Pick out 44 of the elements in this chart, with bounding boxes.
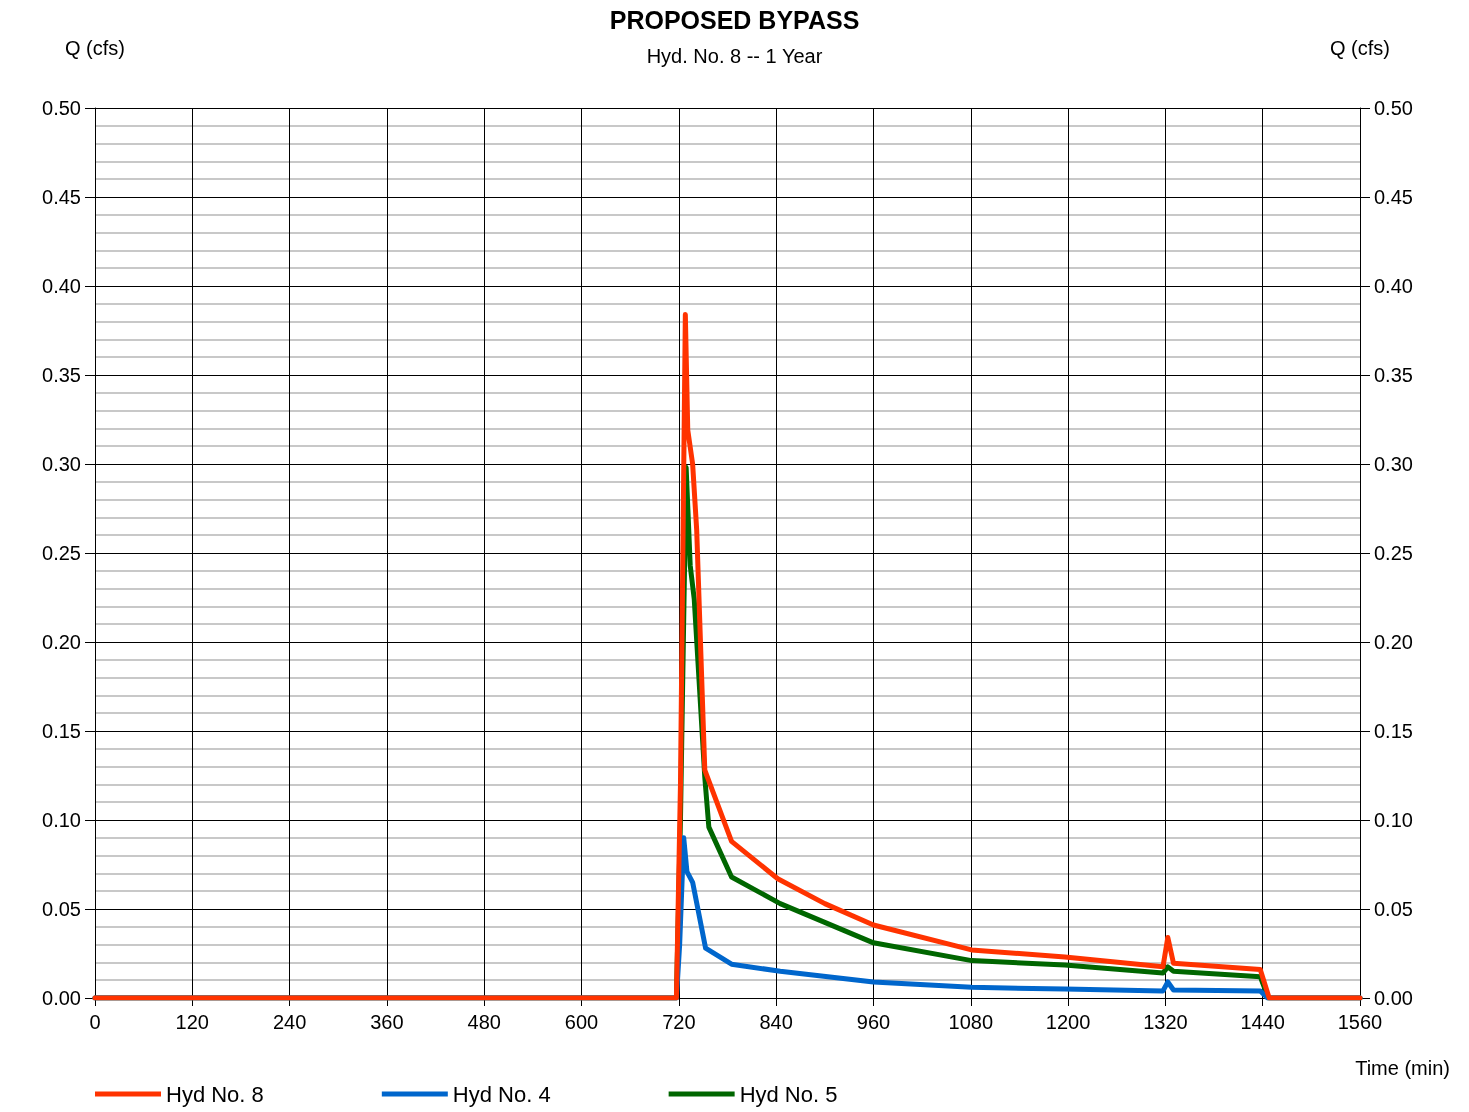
y-tick-label: 0.30 xyxy=(42,453,81,475)
chart-subtitle: Hyd. No. 8 -- 1 Year xyxy=(646,45,823,67)
y-axis-title: Q (cfs) xyxy=(65,37,125,59)
x-tick-label: 480 xyxy=(467,1011,501,1033)
x-tick-label: 840 xyxy=(759,1011,793,1033)
x-tick-label: 0 xyxy=(89,1011,101,1033)
legend-label: Hyd No. 4 xyxy=(452,1081,551,1107)
y2-tick-label: 0.35 xyxy=(1374,364,1413,386)
x-tick-label: 360 xyxy=(370,1011,404,1033)
y2-tick-label: 0.15 xyxy=(1374,720,1413,742)
y2-axis-title: Q (cfs) xyxy=(1330,37,1390,59)
y2-tick-label: 0.50 xyxy=(1374,97,1413,119)
y2-tick-label: 0.05 xyxy=(1374,898,1413,920)
legend-label: Hyd No. 8 xyxy=(166,1081,264,1107)
x-tick-label: 1320 xyxy=(1143,1011,1188,1033)
y2-tick-label: 0.30 xyxy=(1374,453,1413,475)
y-tick-label: 0.45 xyxy=(42,186,81,208)
y2-tick-label: 0.10 xyxy=(1374,809,1413,831)
y-tick-label: 0.25 xyxy=(42,542,81,564)
y-tick-label: 0.50 xyxy=(42,97,81,119)
x-tick-label: 1200 xyxy=(1045,1011,1091,1033)
x-axis-title: Time (min) xyxy=(1355,1057,1450,1079)
y-tick-label: 0.20 xyxy=(42,631,81,653)
x-tick-label: 1080 xyxy=(948,1011,994,1033)
y2-tick-label: 0.00 xyxy=(1374,987,1413,1009)
x-tick-label: 120 xyxy=(175,1011,209,1033)
y-tick-label: 0.00 xyxy=(42,987,81,1009)
y2-tick-label: 0.25 xyxy=(1374,542,1413,564)
y2-tick-label: 0.45 xyxy=(1374,186,1413,208)
x-tick-label: 1440 xyxy=(1240,1011,1285,1033)
y-tick-label: 0.10 xyxy=(42,809,81,831)
y-tick-label: 0.35 xyxy=(42,364,81,386)
y-tick-label: 0.15 xyxy=(42,720,81,742)
legend-label: Hyd No. 5 xyxy=(739,1081,838,1107)
y-tick-label: 0.05 xyxy=(42,898,81,920)
x-tick-label: 720 xyxy=(662,1011,696,1033)
x-tick-label: 960 xyxy=(856,1011,891,1033)
x-tick-label: 600 xyxy=(564,1011,599,1033)
chart-title: PROPOSED BYPASS xyxy=(609,5,860,34)
y2-tick-label: 0.20 xyxy=(1374,631,1413,653)
y2-tick-label: 0.40 xyxy=(1374,275,1413,297)
x-tick-label: 240 xyxy=(272,1011,307,1033)
x-tick-label: 1560 xyxy=(1337,1011,1383,1033)
y-tick-label: 0.40 xyxy=(42,275,81,297)
